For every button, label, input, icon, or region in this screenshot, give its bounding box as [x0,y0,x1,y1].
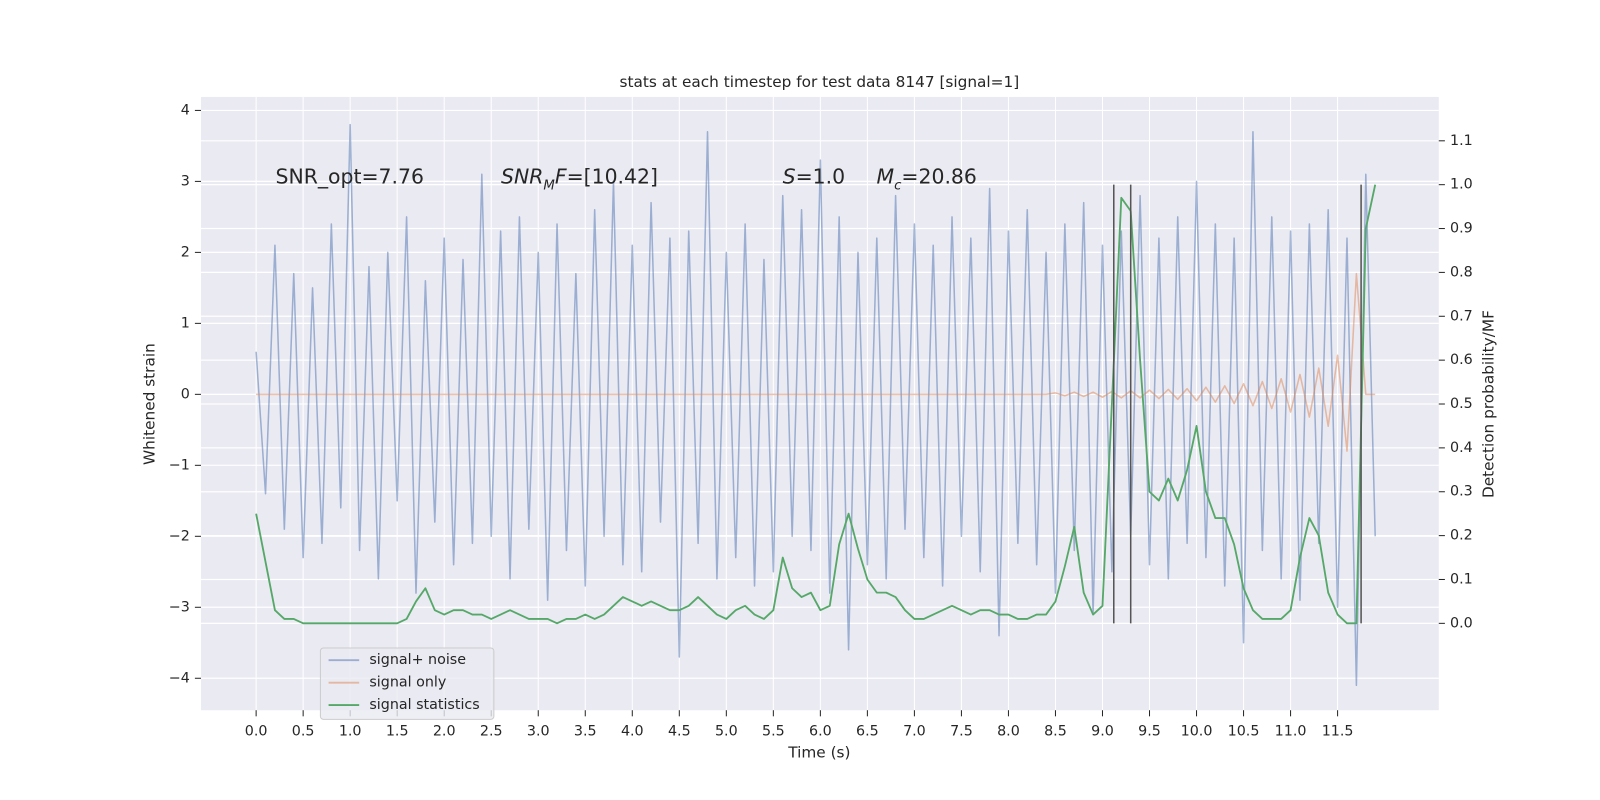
y2-tick-label: 0.6 [1450,352,1473,368]
x-tick-label: 11.5 [1322,724,1354,740]
x-tick-label: 10.5 [1228,724,1260,740]
y2-tick-label: 0.2 [1450,528,1473,544]
y-tick-label: 2 [181,244,190,260]
x-tick-label: 10.0 [1181,724,1213,740]
annotation-part: =1.0 [796,165,846,189]
annotation: SNR_opt=7.76 [276,165,424,190]
y-tick-label: 0 [181,386,190,402]
y2-tick-label: 1.1 [1450,133,1473,149]
annotation-part: SNR [501,165,543,189]
x-tick-label: 0.0 [245,724,268,740]
x-tick-label: 7.0 [903,724,926,740]
grid [194,96,1445,717]
annotation-part: S [783,165,796,189]
y2-tick-label: 0.9 [1450,221,1473,237]
y-tick-label: −4 [169,670,190,686]
series-line [255,123,1376,687]
x-tick-label: 1.0 [339,724,362,740]
x-tick-label: 7.5 [950,724,973,740]
x-tick-label: 2.5 [480,724,503,740]
annotation-part: F [555,165,567,189]
x-tick-label: 6.0 [809,724,832,740]
x-tick-label: 3.0 [527,724,550,740]
x-tick-label: 9.5 [1138,724,1161,740]
x-tick-label: 4.0 [621,724,644,740]
x-tick-label: 4.5 [668,724,691,740]
x-tick-label: 9.0 [1091,724,1114,740]
x-tick-label: 8.5 [1044,724,1067,740]
x-tick-label: 3.5 [574,724,597,740]
annotation-part: =20.86 [901,165,976,189]
x-tick-label: 2.0 [433,724,456,740]
legend-box [319,647,495,720]
y2-axis-label: Detection probability/MF [1479,310,1497,498]
y2-tick-label: 0.1 [1450,571,1473,587]
annotation: SNRMF=[10.42] [501,165,658,194]
x-tick-label: 5.5 [762,724,785,740]
x-tick-label: 8.0 [997,724,1020,740]
chart-title: stats at each timestep for test data 814… [620,73,1020,91]
annotation-part: SNR_opt=7.76 [276,165,424,190]
series-line [255,184,1377,625]
x-tick-label: 6.5 [856,724,879,740]
y-tick-label: 4 [181,102,190,118]
x-tick-label: 5.0 [715,724,738,740]
x-tick-label: 11.0 [1275,724,1307,740]
x-tick-label: 1.5 [386,724,409,740]
y-tick-label: 1 [181,315,190,331]
legend-label: signal statistics [369,697,479,713]
marks [255,123,1377,687]
y2-tick-label: 0.5 [1450,396,1473,412]
annotation-part: =[10.42] [567,165,658,189]
y2-tick-label: 0.7 [1450,308,1473,324]
x-tick-label: 0.5 [292,724,315,740]
y-tick-label: −3 [169,599,190,615]
annotation-part: M [877,165,895,189]
labels: 0.0 0.5 1.0 1.5 2.0 2.5 3.0 3.5 4.0 4.5 5.0 5.5 6.0 6… [169,102,1473,739]
y-tick-label: −1 [169,457,190,473]
annotation: S=1.0 [783,165,845,189]
x-axis-label: Time (s) [787,744,850,762]
y-tick-label: −2 [169,528,190,544]
y2-tick-label: 0.8 [1450,264,1473,280]
y2-tick-label: 0.4 [1450,440,1473,456]
y-axis-label: Whitened strain [141,343,159,465]
y2-tick-label: 1.0 [1450,177,1473,193]
annotation-part: c [894,178,902,193]
series-line [256,272,1376,452]
y2-tick-label: 0.0 [1450,615,1473,631]
y-tick-label: 3 [181,173,190,189]
legend-label: signal+ noise [369,652,466,668]
legend-label: signal only [369,675,446,691]
y2-tick-label: 0.3 [1450,484,1473,500]
annotation: Mc=20.86 [877,165,977,194]
annotation-part: M [543,178,555,193]
